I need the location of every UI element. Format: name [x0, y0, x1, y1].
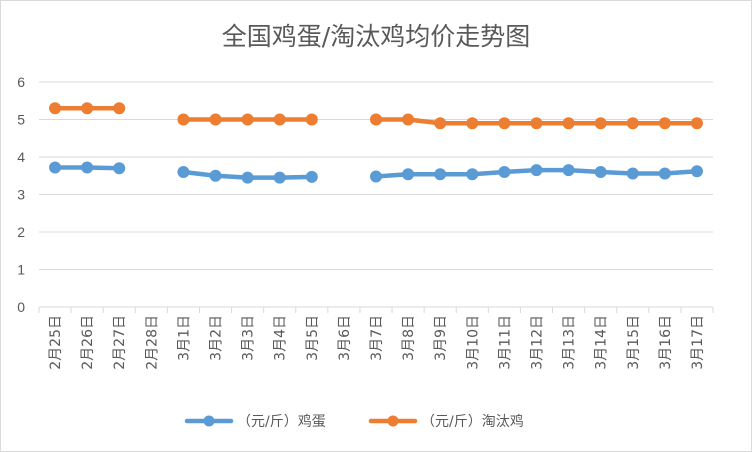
- x-tick-label: 2月26日: [80, 315, 96, 370]
- data-point: [530, 117, 543, 130]
- data-point: [498, 117, 511, 130]
- y-tick-label: 5: [17, 112, 25, 128]
- x-tick-label: 3月3日: [241, 315, 257, 361]
- x-tick-label: 3月13日: [562, 315, 578, 370]
- data-point: [626, 117, 639, 130]
- data-point: [562, 164, 575, 177]
- legend-marker: [203, 415, 215, 427]
- x-axis: [38, 306, 714, 313]
- x-tick-label: 3月15日: [626, 315, 642, 370]
- legend-marker: [387, 415, 399, 427]
- data-point: [690, 165, 703, 178]
- data-point: [305, 113, 318, 126]
- data-point: [594, 166, 607, 178]
- x-tick-label: 2月27日: [112, 315, 128, 370]
- series-lines: [49, 102, 703, 184]
- data-point: [658, 117, 671, 130]
- data-point: [466, 168, 479, 181]
- data-point: [690, 117, 703, 130]
- data-point: [370, 170, 382, 183]
- x-tick-label: 3月1日: [176, 315, 192, 361]
- y-tick-label: 0: [17, 299, 25, 315]
- data-point: [530, 164, 543, 177]
- data-point: [273, 171, 286, 184]
- data-point: [305, 170, 318, 183]
- data-point: [594, 117, 607, 130]
- legend-label: （元/斤）鸡蛋: [237, 413, 326, 430]
- x-tick-label: 2月28日: [144, 315, 160, 370]
- data-point: [81, 161, 94, 174]
- x-tick-label: 3月12日: [529, 315, 545, 370]
- data-point: [209, 169, 222, 182]
- data-point: [402, 168, 415, 181]
- data-point: [402, 113, 415, 126]
- legend-item: （元/斤）鸡蛋: [184, 413, 326, 430]
- x-tick-label: 3月9日: [433, 315, 449, 361]
- chart-title: 全国鸡蛋/淘汰鸡均价走势图: [222, 22, 530, 51]
- legend-label: （元/斤）淘汰鸡: [421, 413, 524, 430]
- x-tick-label: 2月25日: [48, 315, 64, 370]
- y-tick-label: 1: [17, 262, 25, 278]
- data-point: [177, 113, 190, 126]
- x-tick-label: 3月10日: [465, 315, 481, 370]
- y-tick-label: 2: [17, 224, 25, 240]
- data-point: [49, 161, 62, 174]
- data-point: [626, 167, 639, 180]
- data-point: [81, 102, 94, 115]
- data-point: [498, 166, 511, 178]
- legend-item: （元/斤）淘汰鸡: [368, 413, 524, 430]
- data-point: [562, 117, 575, 130]
- y-tick-label: 3: [17, 187, 25, 203]
- x-tick-label: 3月6日: [337, 315, 353, 361]
- data-point: [177, 166, 190, 178]
- data-point: [241, 113, 254, 126]
- data-point: [113, 102, 126, 115]
- data-point: [434, 168, 447, 181]
- data-point: [49, 102, 62, 115]
- x-tick-label: 3月7日: [369, 315, 385, 361]
- x-tick-label: 3月16日: [658, 315, 674, 370]
- data-point: [113, 162, 126, 175]
- x-tick-label: 3月17日: [690, 315, 706, 370]
- x-axis-ticks: 2月25日 2月26日 2月27日 2月28日 3月1日 3月2日 3月3日 3月4日 3月5日…: [48, 315, 706, 370]
- series-1: [49, 161, 703, 184]
- legend: （元/斤）鸡蛋 （元/斤）淘汰鸡: [184, 413, 524, 430]
- data-point: [209, 113, 222, 126]
- x-tick-label: 3月4日: [273, 315, 289, 361]
- x-tick-label: 3月5日: [305, 315, 321, 361]
- data-point: [241, 171, 254, 184]
- x-tick-label: 3月11日: [497, 315, 513, 370]
- y-tick-label: 4: [17, 149, 25, 165]
- series-2: [49, 102, 703, 130]
- data-point: [434, 117, 447, 130]
- y-axis-ticks: 0 1 2 3 4 5 6: [17, 74, 25, 315]
- data-point: [466, 117, 479, 130]
- x-tick-label: 3月2日: [209, 315, 225, 361]
- data-point: [370, 113, 382, 126]
- data-point: [273, 113, 286, 126]
- y-tick-label: 6: [17, 74, 25, 90]
- data-point: [658, 167, 671, 180]
- x-tick-label: 3月14日: [594, 315, 610, 370]
- x-tick-label: 3月8日: [401, 315, 417, 361]
